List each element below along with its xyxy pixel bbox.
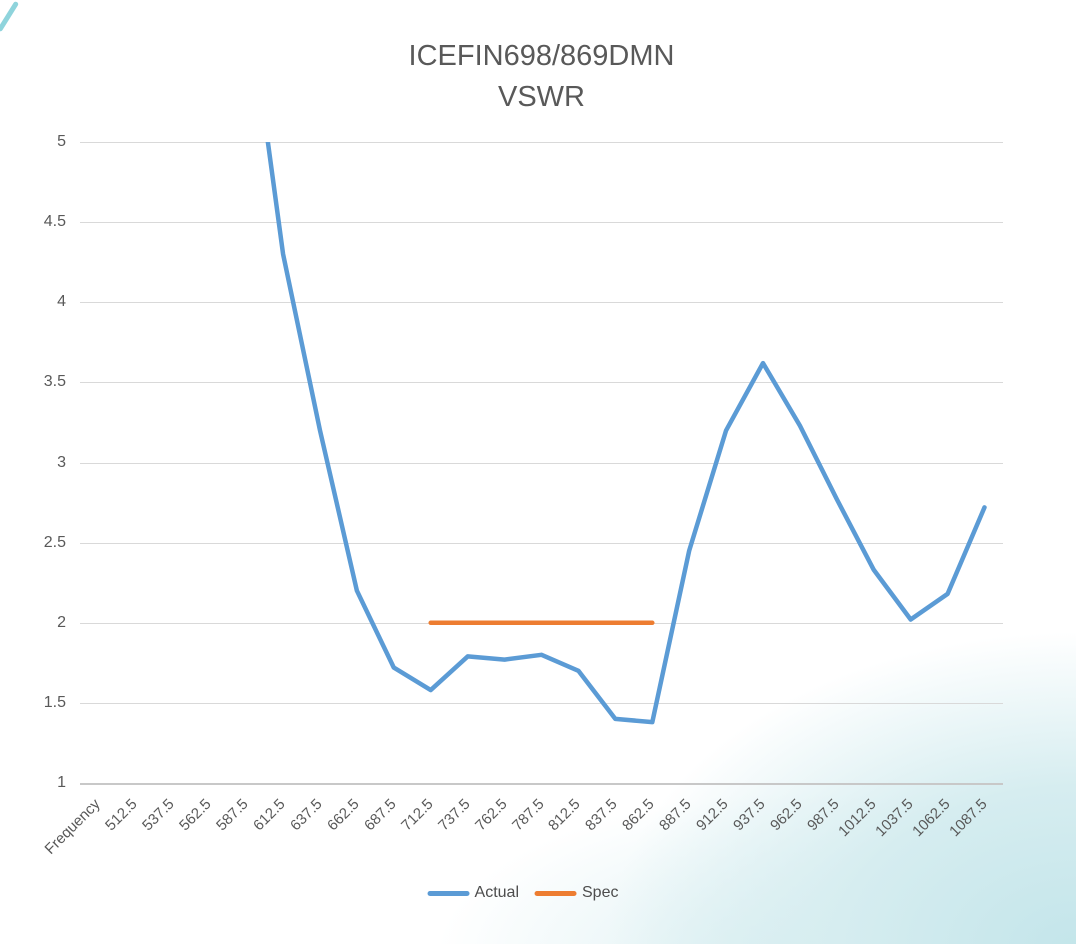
gridline — [80, 702, 1003, 704]
legend-label-actual: Actual — [474, 884, 519, 901]
plot-area — [246, 142, 987, 725]
legend-label-spec: Spec — [582, 884, 619, 901]
gridline — [80, 462, 1003, 464]
chart-title-line-1: ICEFIN698/869DMN — [408, 40, 675, 72]
y-tick-label: 5 — [57, 133, 66, 150]
legend: Actual Spec — [427, 884, 618, 902]
gridline — [80, 542, 1003, 544]
gridline — [80, 302, 1003, 304]
y-tick-label: 1.5 — [43, 693, 66, 711]
y-tick-label: 4 — [57, 293, 66, 311]
y-tick-label: 2.5 — [43, 533, 66, 551]
background-corner-accent — [0, 0, 20, 33]
gridline — [80, 142, 1003, 143]
legend-item-actual[interactable]: Actual — [427, 884, 519, 902]
y-tick-label: 3 — [57, 453, 66, 471]
chart-title-line-2: VSWR — [498, 81, 585, 113]
y-tick-label: 1 — [57, 774, 66, 791]
legend-item-spec[interactable]: Spec — [535, 884, 618, 902]
y-tick-label: 2 — [57, 613, 66, 631]
actual-series-line[interactable] — [246, 142, 987, 725]
gridline — [80, 382, 1003, 384]
y-tick-label: 4.5 — [43, 213, 66, 231]
y-tick-label: 3.5 — [43, 373, 66, 391]
gridline — [80, 222, 1003, 224]
actual-legend-swatch-icon — [427, 890, 470, 896]
x-axis-line — [80, 783, 1003, 785]
spec-legend-swatch-icon — [535, 890, 577, 896]
chart-title: ICEFIN698/869DMN VSWR — [80, 36, 1003, 118]
